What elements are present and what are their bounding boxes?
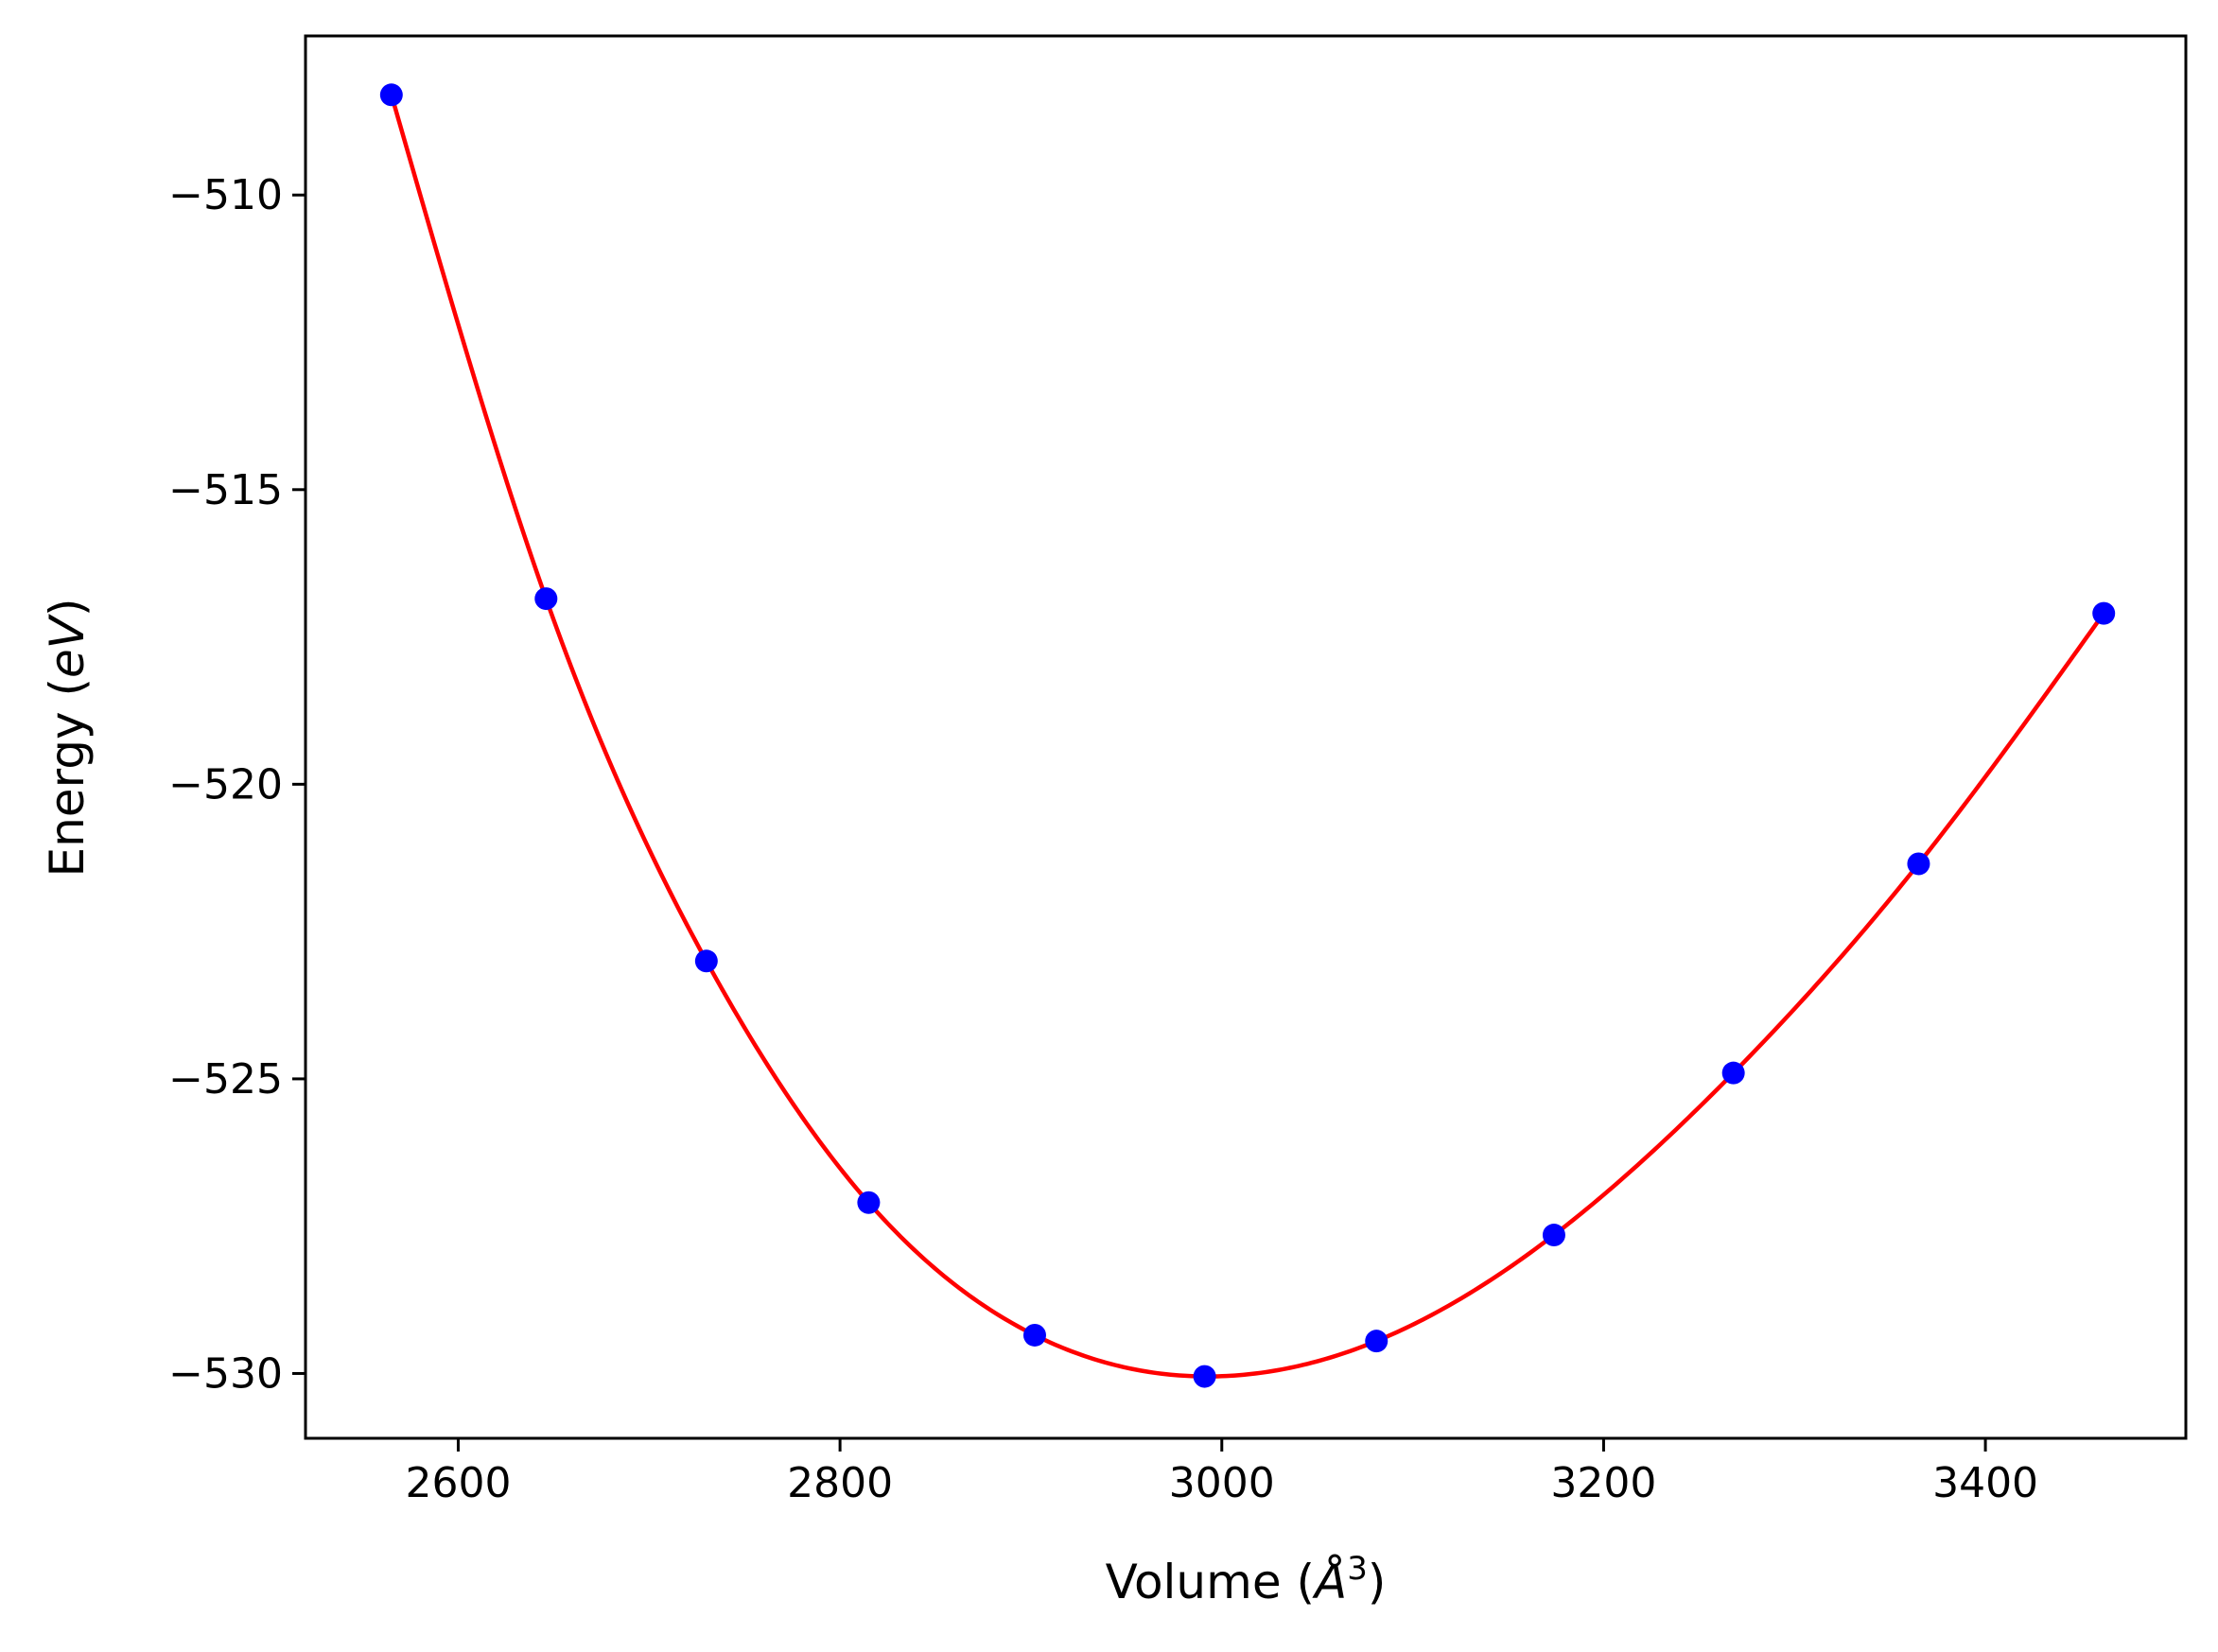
data-point bbox=[1542, 1224, 1565, 1247]
x-axis-ticks: 2600 2800 3000 3200 3400 bbox=[405, 1438, 2038, 1507]
y-axis-label-suffix: ) bbox=[40, 599, 95, 617]
data-point bbox=[2092, 601, 2116, 625]
data-point bbox=[1365, 1330, 1388, 1353]
x-tick-label: 2600 bbox=[405, 1459, 511, 1507]
x-tick-label: 3400 bbox=[1932, 1459, 2038, 1507]
y-axis-label: Energy (eV) bbox=[40, 599, 95, 878]
x-axis-label-exponent: 3 bbox=[1347, 1550, 1368, 1588]
y-axis-label-prefix: Energy ( bbox=[40, 678, 95, 877]
data-point bbox=[1193, 1365, 1216, 1388]
data-point bbox=[694, 949, 718, 973]
data-points-layer bbox=[379, 83, 2116, 1388]
fit-curve-line bbox=[389, 93, 2106, 1379]
data-point bbox=[1022, 1323, 1046, 1347]
data-point bbox=[534, 587, 558, 611]
x-axis-label-prefix: Volume ( bbox=[1106, 1555, 1315, 1609]
y-axis-ticks: −510 −515 −520 −525 −530 bbox=[168, 171, 306, 1398]
y-axis-label-unit: eV bbox=[40, 613, 95, 678]
x-axis-label-suffix: ) bbox=[1368, 1555, 1387, 1609]
data-point bbox=[1907, 852, 1930, 876]
fit-curve-layer bbox=[389, 93, 2106, 1379]
x-axis-label: Volume (Å3) bbox=[1106, 1550, 1387, 1609]
y-tick-label: −525 bbox=[168, 1055, 283, 1104]
x-axis-label-unit: Å bbox=[1312, 1555, 1347, 1609]
plot-frame bbox=[304, 34, 2188, 1440]
y-tick-label: −520 bbox=[168, 760, 283, 809]
y-tick-label: −530 bbox=[168, 1349, 283, 1398]
data-point bbox=[379, 83, 403, 107]
x-tick-label: 3200 bbox=[1550, 1459, 1656, 1507]
y-tick-label: −515 bbox=[168, 466, 283, 514]
x-tick-label: 2800 bbox=[787, 1459, 893, 1507]
data-point bbox=[1721, 1061, 1745, 1085]
x-tick-label: 3000 bbox=[1169, 1459, 1275, 1507]
data-point bbox=[857, 1191, 881, 1214]
y-tick-label: −510 bbox=[168, 171, 283, 219]
